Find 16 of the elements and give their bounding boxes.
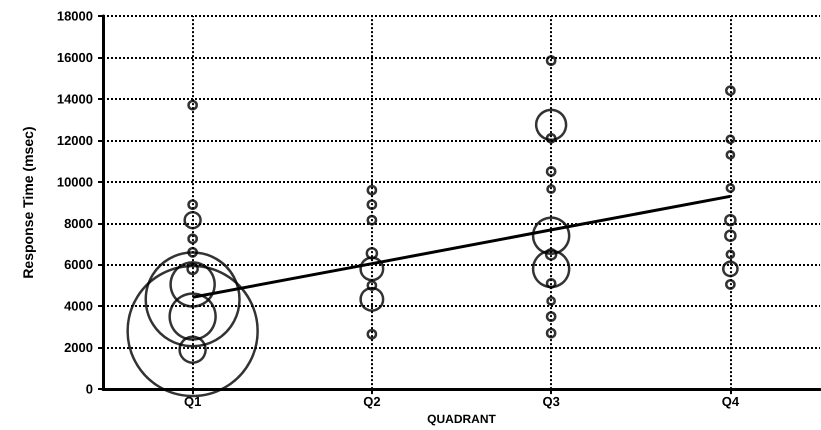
- y-axis-title: Response Time (msec): [20, 126, 36, 279]
- x-tick-label: Q2: [363, 394, 381, 410]
- x-tick-label: Q3: [542, 394, 560, 410]
- y-tick-label: 6000: [64, 257, 93, 272]
- x-tick-label: Q1: [184, 394, 202, 410]
- y-tick-label: 18000: [56, 8, 93, 24]
- y-tick-label: 12000: [56, 132, 93, 148]
- y-tick-label: 8000: [64, 216, 93, 231]
- y-tick-label: 16000: [56, 50, 93, 65]
- y-tick-label: 10000: [56, 174, 93, 190]
- y-tick-label: 2000: [64, 340, 93, 356]
- y-tick-label: 4000: [64, 298, 93, 314]
- y-tick-label: 14000: [56, 91, 93, 106]
- y-tick-label: 0: [86, 382, 93, 397]
- x-axis-title: QUADRANT: [427, 412, 496, 426]
- x-tick-label: Q4: [722, 394, 740, 410]
